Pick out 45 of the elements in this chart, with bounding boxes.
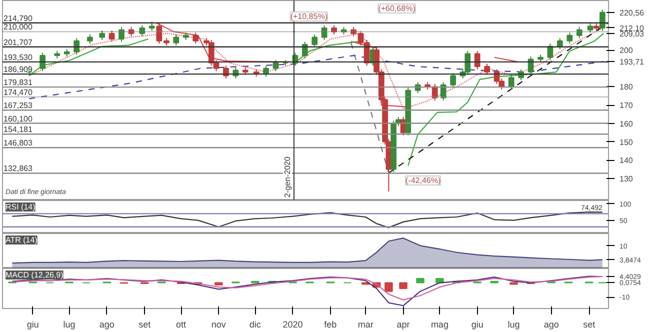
- ref-line-label: 179,831: [4, 78, 33, 88]
- x-tick-label: dic: [249, 320, 262, 330]
- ref-line-label: 160,100: [4, 114, 33, 124]
- chart-title: ATR (14): [6, 236, 38, 244]
- y-tick-label: 150: [620, 138, 634, 147]
- ref-line-label: 2-gen-2020: [282, 156, 292, 198]
- x-tick-label: lug: [508, 320, 520, 330]
- y-tick-label: 130: [620, 174, 634, 184]
- chart-title: RSI (14): [6, 202, 36, 212]
- x-tick-label: giu: [26, 320, 39, 330]
- x-tick-label: apr: [396, 320, 410, 330]
- ref-line-label: 167,253: [4, 101, 33, 110]
- x-tick-label: set: [583, 320, 596, 330]
- y-tick-label: 180: [620, 82, 634, 92]
- x-tick-label: mar: [358, 320, 374, 330]
- x-tick-label: ago: [544, 320, 559, 330]
- ref-line-label: 201,707: [4, 38, 33, 47]
- x-tick-label: lug: [63, 320, 76, 330]
- x-tick-label: 2020: [282, 320, 303, 330]
- ref-line-label: 193,530: [4, 52, 33, 62]
- y-tick-label: 140: [620, 156, 634, 166]
- ref-line-label: 210,000: [4, 22, 33, 32]
- ref-line-label: 154,181: [4, 125, 33, 134]
- x-tick-label: giu: [471, 320, 484, 330]
- y-tick-label: 193,71: [620, 58, 645, 67]
- x-tick-label: ago: [99, 320, 114, 330]
- y-tick-label: 160: [620, 119, 634, 128]
- ref-line-label: 186,909: [4, 65, 33, 74]
- x-tick-label: mag: [430, 320, 448, 330]
- chart-title: MACD (12,26,9): [6, 270, 64, 280]
- y-tick-label: 170: [620, 101, 634, 110]
- ref-line-label: 174,470: [4, 88, 33, 97]
- annotation: (+60,68%): [378, 4, 416, 13]
- y-tick-label: 200: [620, 46, 634, 56]
- y-tick-label: 212,10: [620, 24, 645, 33]
- x-tick-label: feb: [324, 320, 337, 330]
- x-tick-label: nov: [211, 320, 226, 330]
- annotation: (+10,85%): [290, 12, 328, 21]
- y-tick-label: 220,56: [620, 8, 645, 18]
- ref-line-label: 146,803: [4, 138, 33, 148]
- ref-line-label: 132,863: [4, 164, 33, 174]
- annotation: (-42,46%): [405, 176, 441, 185]
- x-tick-label: ott: [176, 320, 187, 330]
- ref-line-label: 214,790: [4, 14, 33, 23]
- x-tick-label: set: [138, 320, 152, 330]
